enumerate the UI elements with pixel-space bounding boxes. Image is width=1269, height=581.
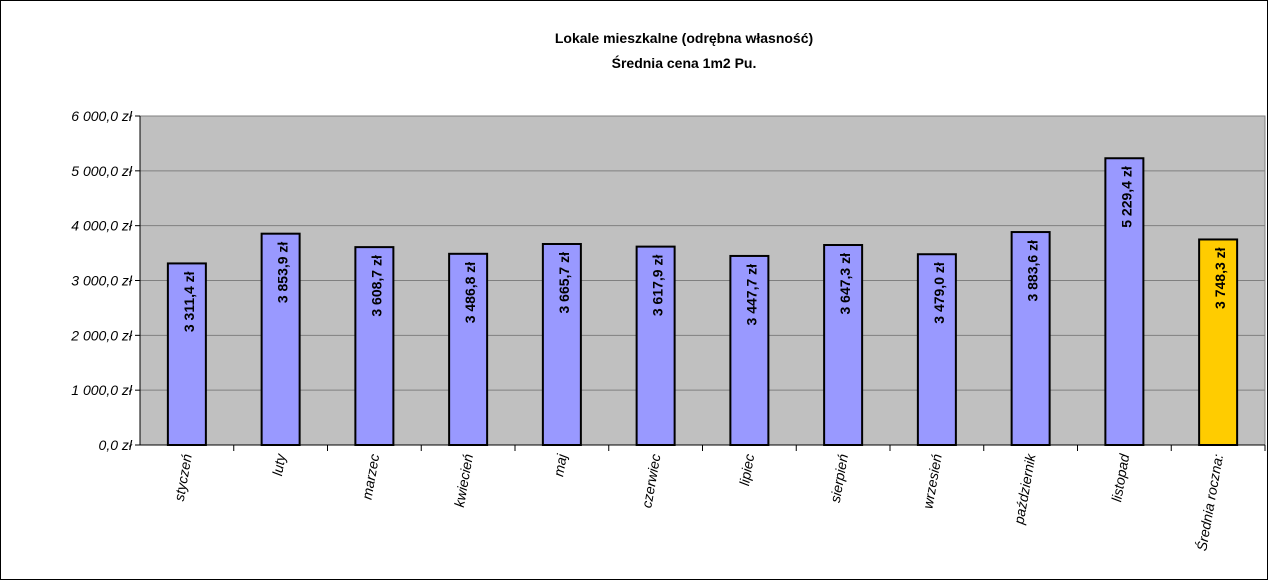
y-tick-label: 0,0 zł bbox=[99, 437, 133, 453]
bar bbox=[166, 262, 207, 446]
x-tick-label: luty bbox=[269, 452, 289, 477]
bar bbox=[916, 253, 957, 446]
value-label: 3 665,7 zł bbox=[556, 252, 572, 314]
y-tick-label: 2 000,0 zł bbox=[70, 327, 133, 343]
bar bbox=[729, 254, 770, 446]
y-tick-label: 6 000,0 zł bbox=[71, 108, 133, 124]
bar bbox=[635, 245, 676, 446]
bar bbox=[1104, 157, 1145, 446]
chart-subtitle: Średnia cena 1m2 Pu. bbox=[612, 54, 757, 71]
value-label: 3 608,7 zł bbox=[368, 255, 384, 317]
bar bbox=[448, 252, 489, 446]
y-tick-label: 4 000,0 zł bbox=[71, 218, 133, 234]
value-label: 3 617,9 zł bbox=[650, 255, 666, 317]
bar bbox=[823, 244, 864, 446]
x-tick-label: lipiec bbox=[736, 453, 757, 487]
x-tick-label: marzec bbox=[359, 453, 383, 501]
value-label: 3 853,9 zł bbox=[275, 242, 291, 304]
chart-title: Lokale mieszkalne (odrębna własność) bbox=[555, 30, 813, 46]
value-label: 3 748,3 zł bbox=[1212, 247, 1228, 309]
value-label: 3 647,3 zł bbox=[837, 253, 853, 315]
value-label: 3 883,6 zł bbox=[1025, 240, 1041, 302]
y-tick-label: 5 000,0 zł bbox=[71, 163, 133, 179]
bar bbox=[260, 232, 301, 446]
y-tick-label: 3 000,0 zł bbox=[71, 273, 133, 289]
y-tick-label: 1 000,0 zł bbox=[71, 382, 133, 398]
value-label: 3 486,8 zł bbox=[462, 262, 478, 324]
bar bbox=[354, 246, 395, 446]
value-label: 3 311,4 zł bbox=[181, 271, 197, 332]
value-label: 3 447,7 zł bbox=[743, 264, 759, 326]
value-label: 5 229,4 zł bbox=[1118, 166, 1134, 228]
bar bbox=[1010, 231, 1051, 446]
bar bbox=[541, 242, 582, 446]
bar bbox=[1198, 238, 1239, 446]
value-label: 3 479,0 zł bbox=[931, 262, 947, 324]
x-tick-label: maj bbox=[550, 452, 570, 478]
